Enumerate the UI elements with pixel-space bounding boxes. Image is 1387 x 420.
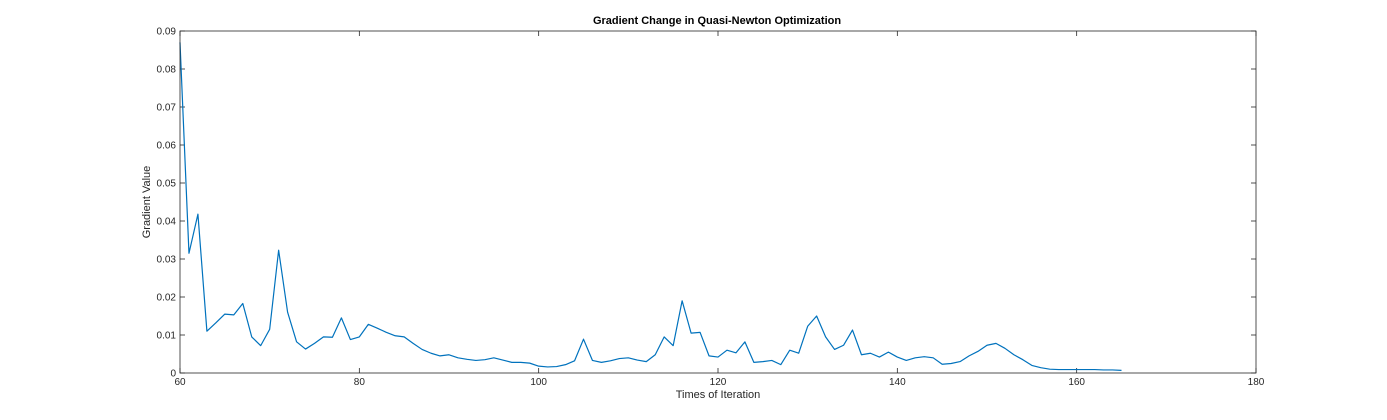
x-tick-label: 120: [710, 377, 727, 388]
y-axis-label: Gradient Value: [141, 166, 153, 239]
x-tick-label: 140: [889, 377, 906, 388]
x-tick-label: 80: [354, 377, 366, 388]
y-tick-label: 0.08: [157, 65, 177, 76]
y-tick-label: 0.01: [157, 331, 177, 342]
y-tick-label: 0.06: [157, 141, 177, 152]
y-tick-label: 0.07: [157, 103, 177, 114]
chart-title: Gradient Change in Quasi-Newton Optimiza…: [593, 15, 841, 27]
y-tick-label: 0: [170, 369, 176, 380]
x-tick-label: 60: [174, 377, 186, 388]
series-line: [179, 42, 1122, 371]
x-tick-label: 100: [530, 377, 547, 388]
y-tick-label: 0.03: [157, 255, 177, 266]
x-tick-label: 180: [1248, 377, 1265, 388]
y-tick-label: 0.05: [157, 179, 177, 190]
x-tick-label: 160: [1068, 377, 1085, 388]
y-tick-label: 0.04: [157, 217, 177, 228]
plot-area: [180, 31, 1256, 373]
y-tick-label: 0.02: [157, 293, 177, 304]
y-tick-label: 0.09: [157, 27, 177, 38]
x-axis-label: Times of Iteration: [676, 389, 761, 401]
axis-tick-labels: 60 80 100 120 140 160 180 0 0.01 0.02 0.03 0.04 0.05…: [157, 27, 1265, 389]
plot-border: [179, 30, 1257, 374]
